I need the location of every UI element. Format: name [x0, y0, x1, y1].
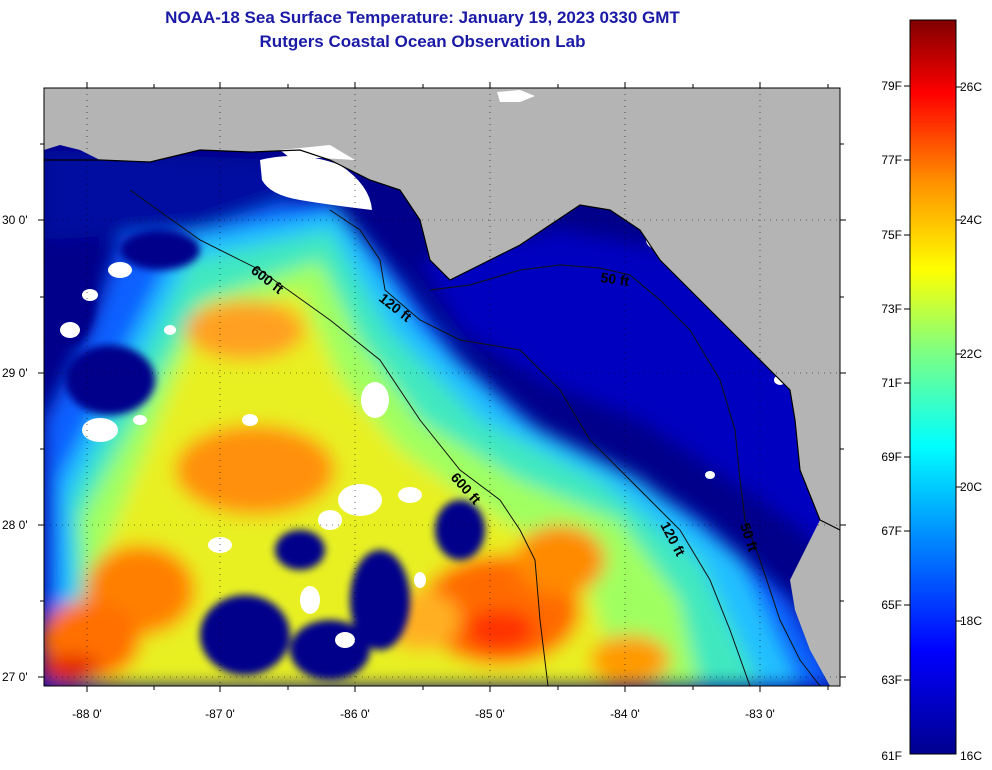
contour-120ft [329, 209, 751, 686]
colorbar-f-label: 71F [881, 376, 902, 390]
lon-tick-label: -84 0' [610, 707, 640, 721]
colorbar-f-label: 65F [881, 598, 902, 612]
land-peninsula [790, 520, 840, 686]
colorbar-c-label: 26C [960, 80, 982, 94]
lat-tick-label: 28 0' [2, 518, 28, 532]
cold-patches [45, 230, 485, 680]
contour-600ft [129, 189, 549, 686]
temperature-colorbar [909, 19, 957, 755]
colorbar-ticks [904, 85, 962, 681]
lon-tick-label: -85 0' [475, 707, 505, 721]
contour-label: 50 ft [600, 269, 631, 289]
colorbar-f-label: 77F [881, 153, 902, 167]
land-mass [44, 88, 840, 560]
colorbar-f-label: 75F [881, 228, 902, 242]
colorbar-c-label: 18C [960, 614, 982, 628]
colorbar-f-label: 73F [881, 302, 902, 316]
colorbar-c-label: 16C [960, 749, 982, 763]
lon-tick-label: -86 0' [340, 707, 370, 721]
map-subtitle: Rutgers Coastal Ocean Observation Lab [259, 32, 586, 51]
lon-tick-label: -87 0' [205, 707, 235, 721]
colorbar-f-label: 67F [881, 524, 902, 538]
colorbar-f-label: 61F [881, 749, 902, 763]
map-frame [43, 87, 841, 687]
map-title: NOAA-18 Sea Surface Temperature: January… [165, 8, 680, 27]
cloud-over-land [497, 90, 535, 102]
lon-tick-label: -83 0' [745, 707, 775, 721]
graticule [44, 88, 840, 686]
colorbar-c-label: 24C [960, 213, 982, 227]
coastline [44, 149, 840, 531]
frame-ticks [38, 82, 846, 692]
lat-tick-label: 29 0' [2, 366, 28, 380]
contour-50ft [429, 264, 821, 686]
lon-tick-label: -88 0' [72, 707, 102, 721]
lat-tick-label: 27 0' [2, 670, 28, 684]
colorbar-f-label: 63F [881, 673, 902, 687]
colorbar-c-label: 22C [960, 347, 982, 361]
coast-cloud [280, 145, 355, 160]
colorbar-f-label: 79F [881, 79, 902, 93]
colorbar-f-label: 69F [881, 450, 902, 464]
cloud-mask [60, 156, 786, 648]
lat-tick-label: 30 0' [2, 213, 28, 227]
colorbar-c-label: 20C [960, 480, 982, 494]
